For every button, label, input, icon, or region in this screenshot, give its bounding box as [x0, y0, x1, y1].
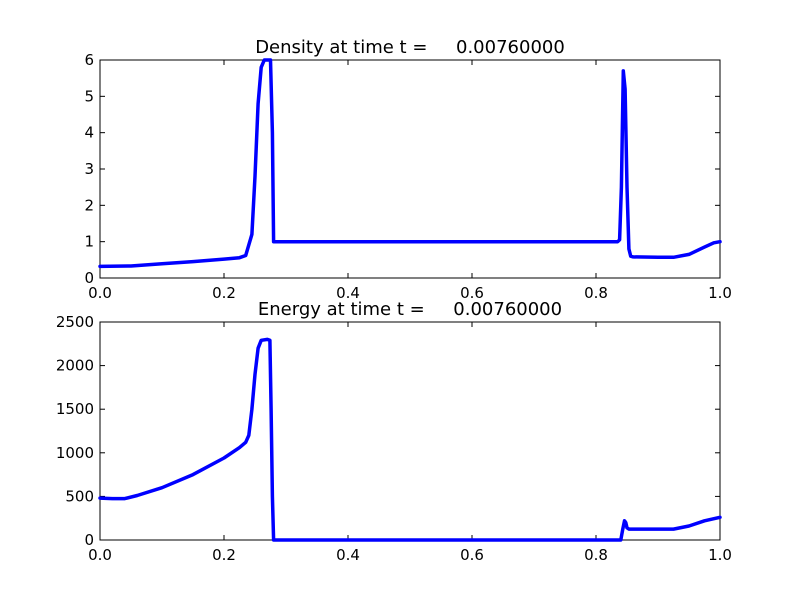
density-y-tick-label: 3 — [84, 160, 94, 178]
density-chart-title: Density at time t = 0.00760000 — [255, 37, 565, 58]
energy-x-tick-label: 1.0 — [708, 546, 732, 564]
energy-x-tick-label: 0.4 — [336, 546, 360, 564]
energy-y-tick-label: 500 — [65, 487, 94, 505]
energy-x-tick-label: 0.0 — [88, 546, 112, 564]
energy-x-tick-label: 0.6 — [460, 546, 484, 564]
density-x-tick-label: 0.0 — [88, 284, 112, 302]
energy-y-tick-label: 2000 — [56, 357, 94, 375]
energy-x-tick-label: 0.8 — [584, 546, 608, 564]
density-x-tick-label: 0.8 — [584, 284, 608, 302]
density-y-tick-label: 1 — [84, 233, 94, 251]
energy-y-tick-label: 1500 — [56, 400, 94, 418]
density-y-tick-label: 4 — [84, 124, 94, 142]
energy-chart-title: Energy at time t = 0.00760000 — [258, 299, 562, 320]
energy-y-tick-label: 0 — [84, 531, 94, 549]
energy-y-tick-label: 2500 — [56, 313, 94, 331]
energy-x-tick-label: 0.2 — [212, 546, 236, 564]
density-y-tick-label: 6 — [84, 51, 94, 69]
energy-chart: Energy at time t = 0.00760000 0.0 0.2 0.4 0… — [56, 299, 732, 564]
density-x-tick-label: 0.6 — [460, 284, 484, 302]
density-series-line — [98, 58, 722, 269]
density-chart: Density at time t = 0.00760000 0.0 0.2 0.4… — [84, 37, 731, 302]
density-y-tick-label: 5 — [84, 87, 94, 105]
density-y-tick-label: 0 — [84, 269, 94, 287]
energy-plot-frame — [99, 321, 721, 541]
density-x-tick-label: 1.0 — [708, 284, 732, 302]
density-x-tick-label: 0.2 — [212, 284, 236, 302]
energy-series-line — [98, 337, 722, 542]
energy-y-tick-label: 1000 — [56, 444, 94, 462]
density-x-tick-label: 0.4 — [336, 284, 360, 302]
density-y-tick-label: 2 — [84, 196, 94, 214]
